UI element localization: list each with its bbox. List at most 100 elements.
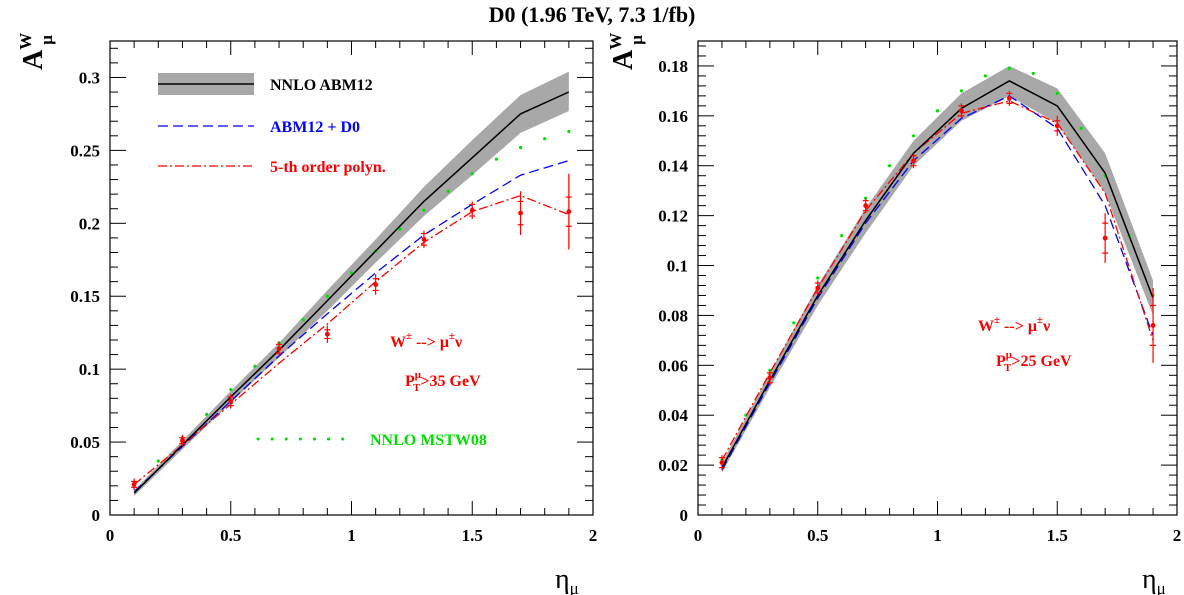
legend-item-mstw08: NNLO MSTW08	[256, 432, 487, 449]
legend-item-polyn: 5-th order polyn.	[158, 159, 386, 176]
right-plot-area: 0 0.5 1 1.5 2 0 0.02 0.04 0.06 0.08 0.1 0.12 0.14 0.1…	[658, 40, 1182, 545]
data-point	[767, 375, 773, 381]
y-tick-label: 0	[680, 506, 689, 525]
data-point	[131, 481, 137, 487]
mstw08-point	[301, 317, 305, 322]
data-point	[469, 207, 475, 213]
polyn-line	[721, 100, 1154, 461]
mstw08-point	[935, 109, 940, 113]
data-point	[1102, 235, 1108, 241]
mstw08-point	[1007, 66, 1011, 71]
y-tick-label: 0.16	[658, 107, 688, 126]
mstw08-point	[911, 134, 916, 138]
nnlo-abm12-band	[721, 65, 1154, 473]
data-point	[180, 438, 185, 444]
data-point	[719, 460, 725, 466]
x-tick-label: 1	[347, 526, 356, 545]
x-tick-label: 2	[1173, 526, 1182, 545]
left-legend: NNLO ABM12 ABM12 + D0 5-th order polyn. …	[158, 73, 487, 449]
legend-label-polyn: 5-th order polyn.	[270, 159, 386, 176]
x-tick-label: 1.5	[462, 526, 483, 545]
legend-item-nnlo-abm12: NNLO ABM12	[158, 73, 373, 95]
right-ylabel: AW μ	[606, 33, 646, 70]
y-tick-label: 0.1	[79, 360, 100, 379]
mstw08-point	[494, 157, 498, 161]
x-tick-label: 1.5	[1047, 526, 1068, 545]
mstw08-point	[253, 364, 257, 368]
left-cut-annotation: Pμ T>35 GeV	[405, 369, 481, 394]
mstw08-point	[446, 189, 450, 193]
y-tick-label: 0.12	[658, 207, 688, 226]
mstw08-point	[567, 129, 571, 134]
mstw08-point	[840, 233, 844, 238]
right-xlabel: ημ	[1142, 564, 1166, 595]
mstw08-point	[1055, 91, 1059, 95]
nnlo-abm12-line	[133, 91, 570, 494]
x-tick-label: 1	[933, 526, 942, 545]
data-point	[324, 331, 330, 337]
mstw08-point	[205, 412, 209, 416]
data-point	[373, 282, 379, 287]
data-point	[228, 398, 234, 404]
y-tick-label: 0.25	[70, 141, 100, 160]
legend-label-mstw08: NNLO MSTW08	[370, 432, 487, 449]
mstw08-point	[888, 164, 892, 168]
left-ylabel: AW μ	[16, 33, 56, 70]
legend-item-abm12-d0: ABM12 + D0	[158, 119, 360, 136]
legend-label-nnlo-abm12: NNLO ABM12	[270, 77, 373, 94]
data-point	[1006, 95, 1012, 101]
mstw08-point	[959, 89, 964, 93]
y-tick-label: 0.06	[658, 356, 688, 375]
y-tick-label: 0.15	[70, 287, 100, 306]
left-plot-area: 0 0.5 1 1.5 2 0 0.05 0.1 0.15 0.2 0.25 0.3	[70, 40, 598, 545]
mstw08-point	[792, 321, 796, 325]
data-point	[1054, 123, 1060, 129]
left-process-annotation: W± --> μ±ν	[390, 330, 462, 351]
x-tick-label: 0.5	[220, 526, 241, 545]
legend-label-abm12-d0: ABM12 + D0	[270, 119, 360, 136]
mstw08-point	[470, 172, 474, 176]
y-tick-label: 0.2	[79, 214, 100, 233]
mstw08-point	[543, 137, 547, 141]
mstw08-point	[816, 276, 820, 280]
mstw08-point	[398, 227, 402, 231]
figure-title: D0 (1.96 TeV, 7.3 1/fb)	[489, 2, 696, 27]
mstw08-point	[518, 145, 523, 150]
data-point	[863, 203, 869, 209]
data-point	[421, 236, 427, 242]
data-point	[276, 346, 282, 352]
mstw08-point	[156, 459, 160, 463]
mstw08-point	[325, 294, 329, 298]
mstw08-point	[229, 387, 233, 392]
data-point	[815, 285, 821, 291]
abm12-d0-line	[721, 95, 1154, 471]
right-process-annotation: W± --> μ±ν	[978, 314, 1050, 335]
y-tick-label: 0.08	[658, 306, 688, 325]
y-tick-label: 0.14	[658, 157, 688, 176]
left-xlabel: ημ	[555, 564, 579, 595]
x-tick-label: 0.5	[807, 526, 828, 545]
data-point	[1150, 323, 1156, 328]
y-tick-label: 0.05	[70, 433, 100, 452]
mstw08-point	[349, 271, 354, 275]
x-tick-label: 0	[694, 526, 703, 545]
nnlo-abm12-line	[721, 80, 1154, 468]
y-tick-label: 0.18	[658, 57, 688, 76]
data-point	[566, 209, 572, 215]
right-cut-annotation: Pμ T>25 GeV	[996, 349, 1072, 374]
x-tick-label: 2	[589, 526, 598, 545]
y-tick-label: 0.04	[658, 406, 688, 425]
x-tick-label: 0	[106, 526, 115, 545]
left-chart-panel: 0 0.5 1 1.5 2 0 0.05 0.1 0.15 0.2 0.25 0.3 AW μ ημ N…	[16, 33, 597, 595]
data-point	[518, 210, 523, 216]
y-tick-label: 0	[92, 506, 101, 525]
abm12-d0-line	[133, 159, 569, 493]
mstw08-point	[1079, 126, 1083, 130]
y-tick-label: 0.1	[667, 257, 688, 276]
mstw08-point	[422, 208, 426, 212]
data-point	[911, 158, 916, 164]
mstw08-point	[983, 74, 988, 78]
y-tick-label: 0.3	[79, 68, 100, 87]
polyn-line	[133, 194, 570, 485]
